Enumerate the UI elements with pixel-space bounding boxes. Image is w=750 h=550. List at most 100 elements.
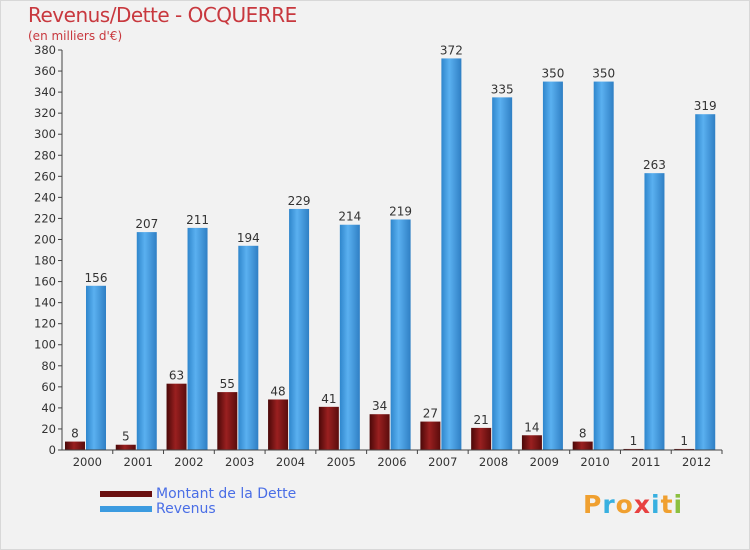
bar-dette: [369, 414, 390, 450]
data-label-dette: 1: [680, 434, 688, 448]
bar-dette: [115, 444, 136, 450]
data-label-revenus: 211: [186, 213, 209, 227]
data-label-revenus: 372: [440, 43, 463, 57]
data-label-revenus: 207: [135, 217, 158, 231]
y-tick-label: 320: [34, 106, 56, 120]
y-tick-label: 340: [34, 85, 56, 99]
logo-letter: i: [673, 490, 684, 519]
y-tick-label: 260: [34, 169, 56, 183]
bar-revenus: [441, 58, 462, 450]
x-tick-label: 2009: [530, 455, 559, 469]
data-label-dette: 34: [372, 399, 387, 413]
bar-revenus: [136, 232, 157, 450]
x-tick-label: 2006: [377, 455, 406, 469]
bar-dette: [65, 441, 85, 450]
y-tick-label: 220: [34, 211, 56, 225]
bar-dette: [623, 448, 644, 450]
y-tick-label: 160: [34, 275, 56, 289]
x-tick-label: 2000: [73, 455, 102, 469]
data-label-dette: 1: [630, 434, 638, 448]
data-label-dette: 48: [270, 384, 285, 398]
logo-letter: x: [633, 490, 651, 519]
data-label-revenus: 156: [85, 271, 108, 285]
data-label-dette: 8: [71, 427, 79, 441]
x-tick-label: 2007: [428, 455, 457, 469]
legend-label-revenus: Revenus: [156, 501, 216, 517]
legend-swatch-revenus: [100, 506, 152, 512]
y-tick-label: 300: [34, 127, 56, 141]
bar-dette: [521, 435, 542, 450]
bar-revenus: [542, 81, 563, 450]
bar-revenus: [86, 285, 106, 450]
logo-letter: r: [602, 490, 616, 519]
data-label-revenus: 350: [541, 67, 564, 81]
data-label-dette: 8: [579, 427, 587, 441]
x-tick-label: 2003: [225, 455, 254, 469]
logo-letter: t: [660, 490, 674, 519]
y-tick-label: 140: [34, 296, 56, 310]
bar-dette: [674, 448, 695, 450]
data-label-dette: 5: [122, 430, 130, 444]
data-label-revenus: 194: [237, 231, 260, 245]
x-tick-label: 2008: [479, 455, 508, 469]
y-tick-label: 0: [49, 443, 56, 457]
chart-title: Revenus/Dette - OCQUERRE: [28, 3, 297, 27]
legend-label-dette: Montant de la Dette: [156, 486, 297, 502]
y-tick-label: 240: [34, 190, 56, 204]
proxiti-logo: Proxiti: [583, 490, 683, 519]
y-tick-label: 120: [34, 317, 56, 331]
bar-revenus: [289, 208, 310, 450]
y-tick-label: 60: [41, 380, 56, 394]
data-label-dette: 55: [220, 377, 235, 391]
data-label-revenus: 214: [338, 210, 361, 224]
y-tick-label: 180: [34, 254, 56, 268]
data-label-revenus: 350: [592, 67, 615, 81]
bar-dette: [318, 406, 339, 450]
y-axis: 0 20 40 60 80 100 120 140 160 180 200 220 240 260 280 3…: [34, 43, 63, 457]
data-label-dette: 14: [524, 420, 539, 434]
data-label-revenus: 319: [694, 99, 717, 113]
x-axis: 2000 2001 2002 2003 2004 2005 2006 2007 2008 2009…: [62, 449, 723, 469]
y-tick-label: 80: [41, 359, 56, 373]
chart-subtitle: (en milliers d'€): [28, 29, 123, 43]
x-tick-label: 2002: [174, 455, 203, 469]
bar-revenus: [492, 97, 513, 451]
legend-swatch-dette: [100, 491, 152, 497]
data-label-revenus: 263: [643, 158, 666, 172]
data-label-dette: 21: [474, 413, 489, 427]
data-label-dette: 41: [321, 392, 336, 406]
y-tick-label: 20: [41, 422, 56, 436]
y-tick-label: 360: [34, 64, 56, 78]
bar-dette: [471, 427, 492, 450]
bar-dette: [420, 421, 441, 450]
x-tick-label: 2001: [124, 455, 153, 469]
bar-dette: [572, 441, 593, 450]
logo-letter: P: [583, 490, 603, 519]
x-tick-label: 2012: [682, 455, 711, 469]
data-label-dette: 27: [423, 407, 438, 421]
bar-dette: [217, 392, 238, 450]
x-tick-label: 2010: [580, 455, 609, 469]
bar-revenus: [593, 81, 614, 450]
data-label-dette: 63: [169, 369, 184, 383]
y-tick-label: 40: [41, 401, 56, 415]
logo-letter: o: [615, 490, 634, 519]
y-tick-label: 100: [34, 338, 56, 352]
x-tick-label: 2011: [631, 455, 660, 469]
bar-revenus: [187, 227, 208, 450]
x-tick-label: 2004: [276, 455, 305, 469]
x-tick-label: 2005: [327, 455, 356, 469]
data-label-revenus: 229: [288, 194, 311, 208]
logo-letter: i: [651, 490, 661, 519]
y-tick-label: 280: [34, 148, 56, 162]
bar-revenus: [390, 219, 411, 450]
y-tick-label: 200: [34, 232, 56, 246]
bar-revenus: [238, 245, 259, 450]
data-label-revenus: 335: [491, 82, 514, 96]
y-tick-label: 380: [34, 43, 56, 57]
bar-revenus: [339, 224, 360, 450]
bars-group: 8156520763211551944822941214342192737221…: [65, 43, 717, 451]
data-label-revenus: 219: [389, 204, 412, 218]
bar-dette: [268, 399, 289, 450]
